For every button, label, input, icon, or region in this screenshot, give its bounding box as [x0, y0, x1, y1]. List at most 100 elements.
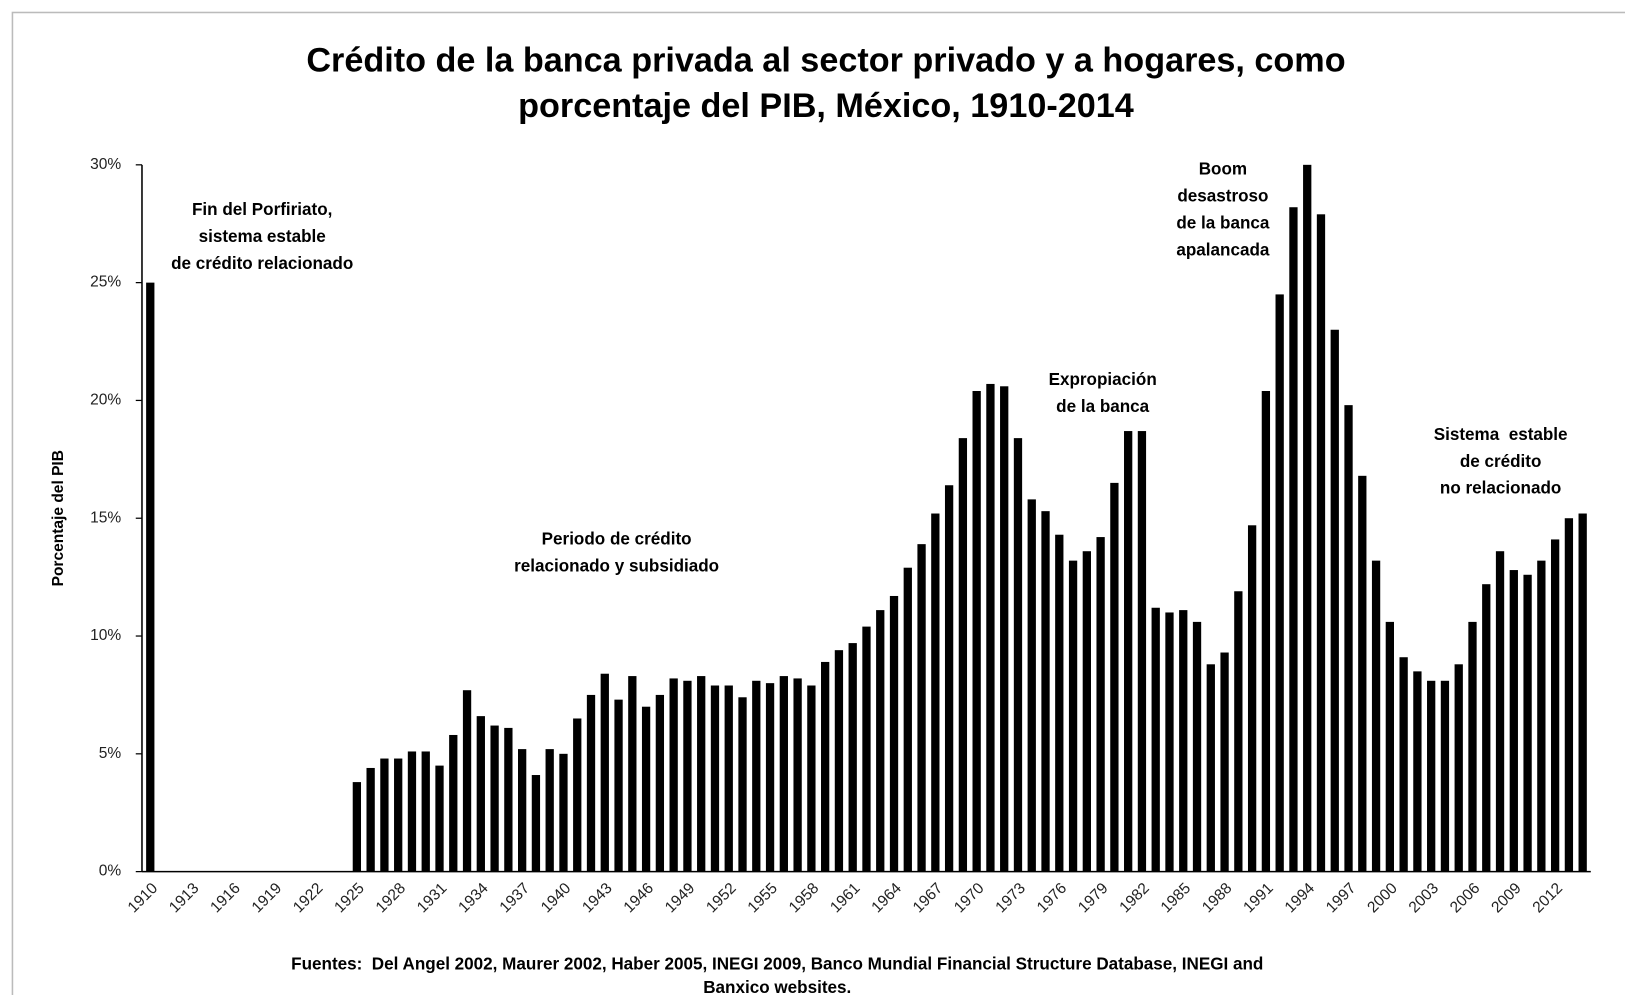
x-tick-label: 1931	[414, 880, 450, 916]
bar	[1041, 511, 1050, 872]
bar	[1454, 664, 1463, 872]
bar	[848, 643, 857, 872]
bar	[669, 678, 678, 872]
bar	[779, 676, 788, 872]
bar	[407, 751, 417, 872]
annotation: apalancada	[1176, 240, 1270, 259]
bar	[683, 680, 692, 872]
x-tick-label: 1925	[331, 880, 367, 916]
y-tick-label: 15%	[90, 509, 121, 526]
chart-title: Crédito de la banca privada al sector pr…	[306, 41, 1345, 79]
bar	[738, 697, 747, 872]
bar	[1344, 405, 1353, 872]
x-tick-label: 1970	[951, 880, 988, 917]
y-tick-label: 25%	[90, 274, 121, 291]
x-tick-label: 1937	[497, 880, 533, 916]
bar	[1179, 610, 1188, 872]
bar	[862, 626, 871, 872]
bar	[1137, 431, 1147, 872]
bar	[1316, 214, 1326, 872]
bar	[1261, 391, 1271, 872]
bar	[1413, 671, 1422, 872]
bar	[1096, 537, 1105, 872]
x-tick-label: 1988	[1199, 880, 1235, 916]
bar	[1082, 551, 1091, 872]
bar	[1358, 475, 1367, 872]
bar	[421, 751, 430, 872]
bar	[1468, 621, 1477, 872]
bar	[1289, 207, 1298, 872]
bar	[655, 694, 665, 872]
bar	[435, 765, 444, 872]
bar	[1000, 386, 1009, 872]
annotation: Fin del Porfiriato,	[192, 200, 332, 219]
bar	[1234, 591, 1243, 872]
bar	[462, 690, 472, 872]
bar	[1578, 513, 1587, 872]
annotation: desastroso	[1177, 186, 1268, 205]
bar	[1330, 329, 1339, 872]
bar	[793, 678, 802, 872]
annotation: Boom	[1199, 160, 1247, 179]
bar	[903, 567, 912, 872]
annotation: de la banca	[1176, 213, 1270, 232]
x-tick-label: 1916	[207, 880, 243, 916]
bar	[834, 650, 844, 872]
bar	[476, 716, 485, 872]
annotation: de la banca	[1056, 397, 1150, 416]
bar	[1495, 551, 1505, 872]
bar	[889, 595, 899, 872]
x-tick-label: 1985	[1158, 880, 1194, 916]
bar	[545, 749, 554, 872]
x-tick-label: 1913	[166, 880, 202, 916]
x-tick-label: 1949	[662, 880, 698, 916]
annotation: de crédito relacionado	[171, 254, 353, 273]
x-tick-label: 1946	[621, 880, 657, 916]
x-tick-label: 1994	[1282, 880, 1319, 917]
bar	[449, 734, 458, 872]
bar	[628, 676, 637, 872]
x-tick-label: 2000	[1364, 880, 1401, 917]
chart-title: porcentaje del PIB, México, 1910-2014	[518, 87, 1134, 125]
bar	[1124, 431, 1133, 872]
bar	[394, 758, 403, 872]
bar	[697, 676, 706, 872]
y-tick-label: 5%	[99, 745, 122, 762]
x-tick-label: 1922	[290, 880, 326, 916]
x-tick-label: 1934	[455, 880, 492, 917]
annotation: Expropiación	[1049, 370, 1157, 389]
source: Banxico websites.	[703, 978, 851, 995]
bar	[986, 383, 995, 872]
bar	[1371, 560, 1381, 872]
bar	[1013, 438, 1023, 872]
bar	[641, 706, 651, 872]
x-tick-label: 2006	[1447, 880, 1483, 916]
bar	[1523, 574, 1532, 872]
bar	[1440, 680, 1450, 872]
x-tick-label: 1940	[538, 880, 575, 917]
x-tick-label: 1961	[827, 880, 863, 916]
x-tick-label: 2012	[1530, 880, 1566, 916]
annotation: Sistema estable	[1434, 425, 1568, 444]
bar	[958, 438, 968, 872]
y-tick-label: 20%	[90, 392, 121, 409]
x-tick-label: 1967	[910, 880, 946, 916]
bar	[352, 782, 362, 872]
frame	[11, 11, 1625, 995]
bar	[1247, 525, 1257, 872]
x-tick-label: 1979	[1075, 880, 1111, 916]
bar	[1303, 164, 1312, 872]
bar	[1399, 657, 1408, 872]
bar	[504, 727, 513, 872]
bar	[490, 725, 499, 872]
bar	[1110, 482, 1119, 872]
bar	[1068, 560, 1078, 872]
x-tick-label: 1997	[1323, 880, 1359, 916]
bar	[600, 673, 609, 872]
y-tick-label: 10%	[90, 627, 121, 644]
x-tick-label: 1943	[579, 880, 615, 916]
y-tick-label: 30%	[90, 156, 121, 173]
bar	[917, 544, 926, 872]
x-tick-label: 1958	[786, 880, 822, 916]
